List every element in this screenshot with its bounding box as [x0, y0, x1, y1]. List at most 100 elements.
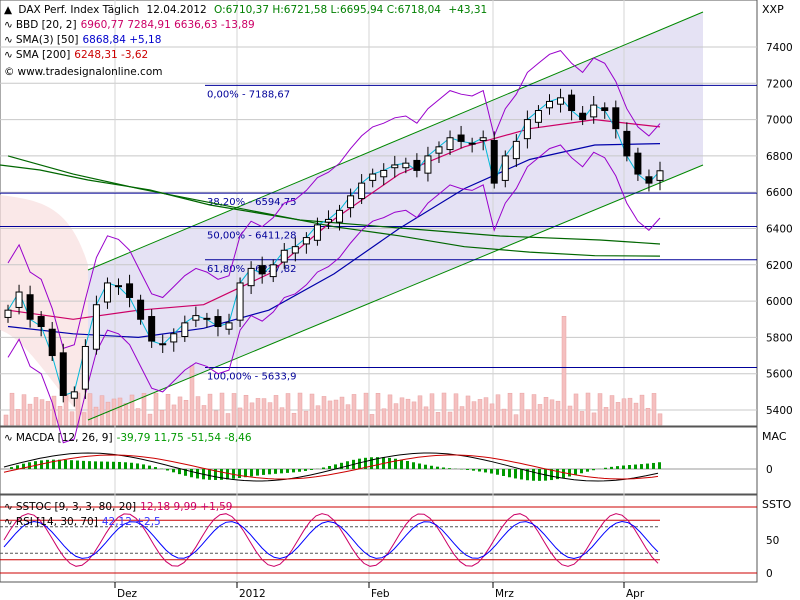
volume-bar	[129, 394, 135, 426]
volume-bar	[105, 401, 111, 426]
volume-bar	[117, 397, 123, 426]
macd-histogram-bar	[484, 469, 487, 473]
sstoc-line	[3, 513, 659, 567]
volume-bar	[285, 393, 291, 426]
macd-line	[3, 452, 659, 482]
macd-icon: ∿	[4, 432, 13, 444]
volume-bar	[111, 398, 117, 426]
y-tick-label: 6400	[766, 224, 793, 236]
y-tick-label: 7000	[766, 115, 793, 127]
channel-lower-line	[87, 164, 704, 421]
volume-bar	[243, 394, 249, 426]
volume-bar	[477, 399, 483, 426]
macd-histogram-bar	[28, 462, 31, 469]
volume-bar	[543, 397, 549, 426]
macd-histogram-bar	[610, 466, 613, 469]
volume-bar	[171, 404, 177, 426]
candle-body	[48, 328, 56, 357]
volume-bar	[123, 403, 129, 426]
macd-histogram-bar	[10, 467, 13, 469]
oscillator-tick-label: 0	[766, 568, 773, 580]
candle-body	[4, 309, 12, 318]
volume-bar	[225, 413, 231, 426]
volume-bar	[357, 409, 363, 426]
candle-body	[512, 140, 520, 160]
y-tick-label: 7400	[766, 42, 793, 54]
candle-body	[358, 182, 366, 200]
macd-histogram-bar	[538, 469, 541, 481]
macd-histogram-bar	[388, 457, 391, 469]
oscillator-tick-label: 50	[766, 535, 779, 547]
copyright-icon: ©	[4, 66, 15, 78]
y-tick-label: 6200	[766, 260, 793, 272]
candle-body	[26, 294, 34, 320]
candle-body	[623, 130, 631, 157]
volume-bar	[375, 393, 381, 426]
volume-bar	[615, 402, 621, 426]
volume-bar	[495, 394, 501, 426]
volume-bar	[219, 392, 225, 426]
macd-histogram-bar	[142, 464, 145, 469]
volume-bar	[33, 397, 39, 426]
macd-histogram-bar	[256, 469, 259, 476]
macd-histogram-bar	[292, 469, 295, 473]
volume-bar	[525, 409, 531, 426]
volume-bar	[237, 407, 243, 426]
candle-body	[37, 316, 45, 328]
candle-body	[490, 139, 498, 184]
candle-body	[380, 169, 388, 178]
oscillator-panel[interactable]	[0, 494, 758, 583]
macd-histogram-bar	[526, 469, 529, 481]
volume-bar	[207, 393, 213, 426]
candle-body	[313, 224, 321, 241]
volume-bar	[609, 395, 615, 426]
candle-body	[269, 264, 277, 278]
volume-bar	[405, 398, 411, 426]
macd-histogram-bar	[310, 469, 313, 471]
macd-histogram-bar	[52, 459, 55, 469]
rsi-legend: ∿ RSI [14, 30, 70] 42,12 +2,5	[4, 516, 161, 528]
candle-body	[103, 282, 111, 303]
volume-bar	[339, 396, 345, 426]
volume-bar	[255, 398, 261, 426]
macd-histogram-bar	[70, 460, 73, 469]
macd-histogram-bar	[166, 469, 169, 471]
svg-text:▲ DAX Perf. Index Täglic: ▲ DAX Perf. Index Täglich 12.04.2012 O:6…	[4, 4, 487, 16]
candle-body	[70, 391, 78, 399]
macd-histogram-bar	[634, 464, 637, 469]
volume-bar	[639, 394, 645, 426]
volume-bar	[315, 405, 321, 426]
candle-body	[369, 173, 377, 181]
volume-bar	[441, 392, 447, 426]
macd-histogram-bar	[40, 460, 43, 469]
y-tick-label: 7200	[766, 78, 793, 90]
macd-histogram-bar	[172, 469, 175, 473]
legend-values: 6960,77 7284,91 6636,63 -13,89	[81, 19, 255, 31]
macd-histogram-bar	[190, 469, 193, 478]
header-date: 12.04.2012	[147, 4, 207, 16]
volume-bar	[15, 409, 21, 426]
macd-histogram-bar	[658, 462, 661, 469]
macd-histogram-bar	[370, 457, 373, 469]
volume-bar	[291, 412, 297, 426]
volume-bar	[153, 392, 159, 426]
macd-histogram-bar	[136, 463, 139, 469]
macd-histogram-bar	[496, 469, 499, 475]
candle-body	[579, 112, 587, 121]
volume-bar	[195, 396, 201, 426]
volume-bar	[579, 411, 585, 426]
volume-bar	[513, 414, 519, 426]
candle-body	[115, 285, 123, 288]
macd-signal-line	[3, 454, 659, 480]
macd-histogram-bar	[616, 466, 619, 469]
candle-body	[479, 137, 487, 141]
candle-body	[236, 282, 244, 321]
volume-bar	[657, 413, 663, 426]
volume-bar	[591, 412, 597, 426]
macd-histogram-bar	[466, 469, 469, 470]
macd-histogram-bar	[394, 458, 397, 469]
volume-bar	[573, 393, 579, 426]
volume-bar	[99, 395, 105, 426]
fib-level-label: 0,00% - 7188,67	[207, 89, 290, 100]
